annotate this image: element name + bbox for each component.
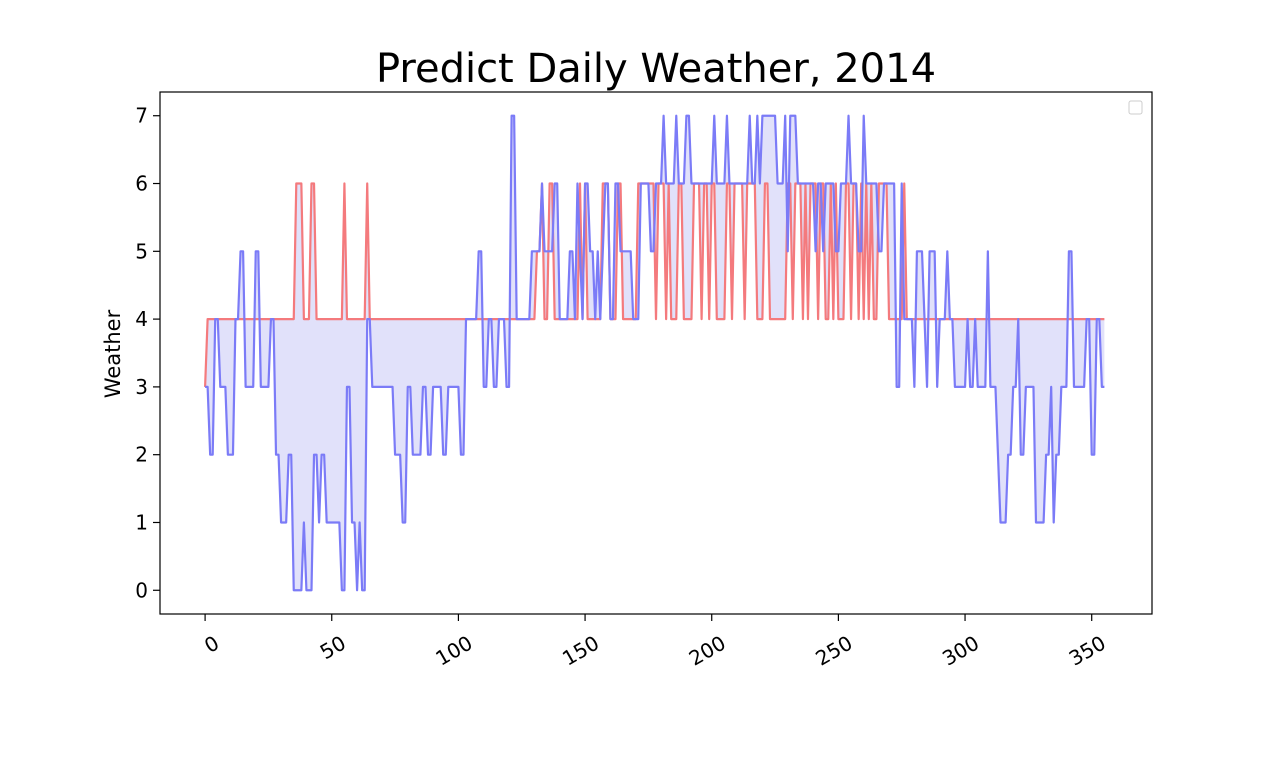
y-tick-label: 5	[135, 239, 148, 263]
plot-frame	[159, 91, 1153, 615]
y-tick-label: 4	[135, 307, 148, 331]
y-tick-label: 7	[135, 104, 148, 128]
y-tick-layer: 0 1 2 3 4 5 6 7	[135, 104, 160, 602]
chart-title: Predict Daily Weather, 2014	[376, 46, 936, 92]
y-tick-label: 0	[135, 578, 148, 602]
series-line-1	[205, 114, 1105, 592]
fill-between-layer	[205, 115, 1105, 591]
y-tick-label: 1	[135, 510, 148, 534]
y-tick-label: 6	[135, 172, 148, 196]
y-axis-label: Weather	[101, 309, 125, 398]
series-line-2	[203, 182, 1105, 387]
y-tick-label: 2	[135, 443, 148, 467]
fill-between-area	[205, 115, 1105, 591]
series-layer	[203, 114, 1105, 592]
legend-box	[1128, 100, 1143, 115]
y-tick-label: 3	[135, 375, 148, 399]
